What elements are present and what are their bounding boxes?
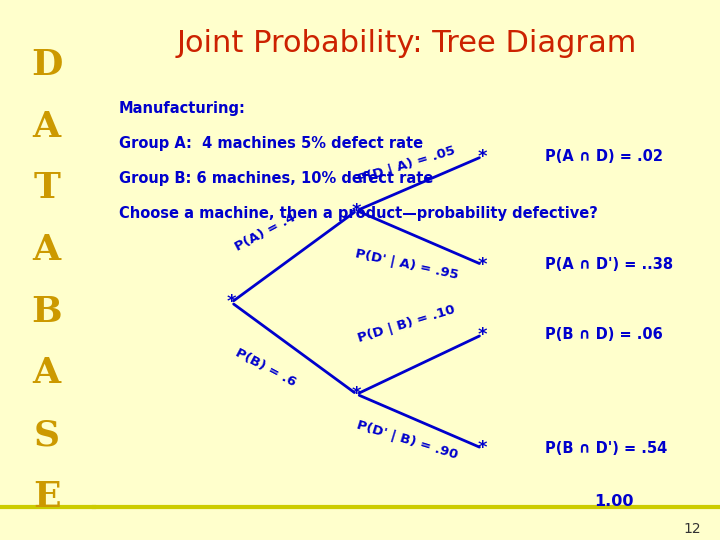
- Text: A: A: [32, 356, 61, 390]
- Text: Joint Probability: Tree Diagram: Joint Probability: Tree Diagram: [176, 29, 637, 58]
- Text: *: *: [352, 201, 361, 220]
- Text: P(D' | A) = .95: P(D' | A) = .95: [354, 247, 459, 282]
- Text: 1.00: 1.00: [594, 494, 634, 509]
- Text: Choose a machine, then a product—probability defective?: Choose a machine, then a product—probabi…: [119, 206, 598, 221]
- Text: B: B: [32, 295, 62, 329]
- Text: E: E: [33, 480, 60, 514]
- Text: *: *: [352, 385, 361, 403]
- Text: *: *: [477, 439, 487, 457]
- Text: P(A ∩ D') = ..38: P(A ∩ D') = ..38: [544, 257, 672, 272]
- Text: *: *: [227, 293, 236, 312]
- Text: *: *: [477, 255, 487, 274]
- Text: P(D | B) = .10: P(D | B) = .10: [356, 303, 457, 345]
- Text: Group A:  4 machines 5% defect rate: Group A: 4 machines 5% defect rate: [119, 136, 423, 151]
- Text: *: *: [477, 326, 487, 344]
- Text: P(D' | B) = .90: P(D' | B) = .90: [355, 418, 459, 462]
- Text: Group B: 6 machines, 10% defect rate: Group B: 6 machines, 10% defect rate: [119, 171, 433, 186]
- Text: T: T: [33, 171, 60, 205]
- Text: P(A ∩ D) = .02: P(A ∩ D) = .02: [544, 149, 662, 164]
- Text: A: A: [32, 110, 61, 144]
- Text: Manufacturing:: Manufacturing:: [119, 100, 246, 116]
- Text: P(D | A) = .05: P(D | A) = .05: [356, 144, 457, 186]
- Text: P(A) = .4: P(A) = .4: [233, 211, 298, 254]
- Text: D: D: [31, 48, 63, 82]
- Text: P(B ∩ D) = .06: P(B ∩ D) = .06: [544, 327, 662, 342]
- Text: S: S: [34, 418, 60, 452]
- Text: A: A: [32, 233, 61, 267]
- Text: P(B) = .6: P(B) = .6: [233, 346, 298, 389]
- Text: *: *: [477, 147, 487, 166]
- Text: P(B ∩ D') = .54: P(B ∩ D') = .54: [544, 441, 667, 456]
- Text: 12: 12: [683, 522, 701, 536]
